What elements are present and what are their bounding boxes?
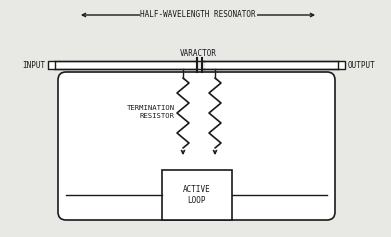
Text: ACTIVE
LOOP: ACTIVE LOOP: [183, 185, 211, 205]
Bar: [48, 61, 55, 69]
Text: OUTPUT: OUTPUT: [348, 60, 376, 69]
FancyBboxPatch shape: [58, 72, 335, 220]
Bar: [162, 170, 232, 220]
Text: TERMINATION
RESISTOR: TERMINATION RESISTOR: [127, 105, 175, 119]
Text: INPUT: INPUT: [22, 60, 45, 69]
Text: HALF-WAVELENGTH RESONATOR: HALF-WAVELENGTH RESONATOR: [140, 9, 256, 18]
Bar: [338, 61, 345, 69]
Text: VARACTOR: VARACTOR: [179, 49, 217, 58]
